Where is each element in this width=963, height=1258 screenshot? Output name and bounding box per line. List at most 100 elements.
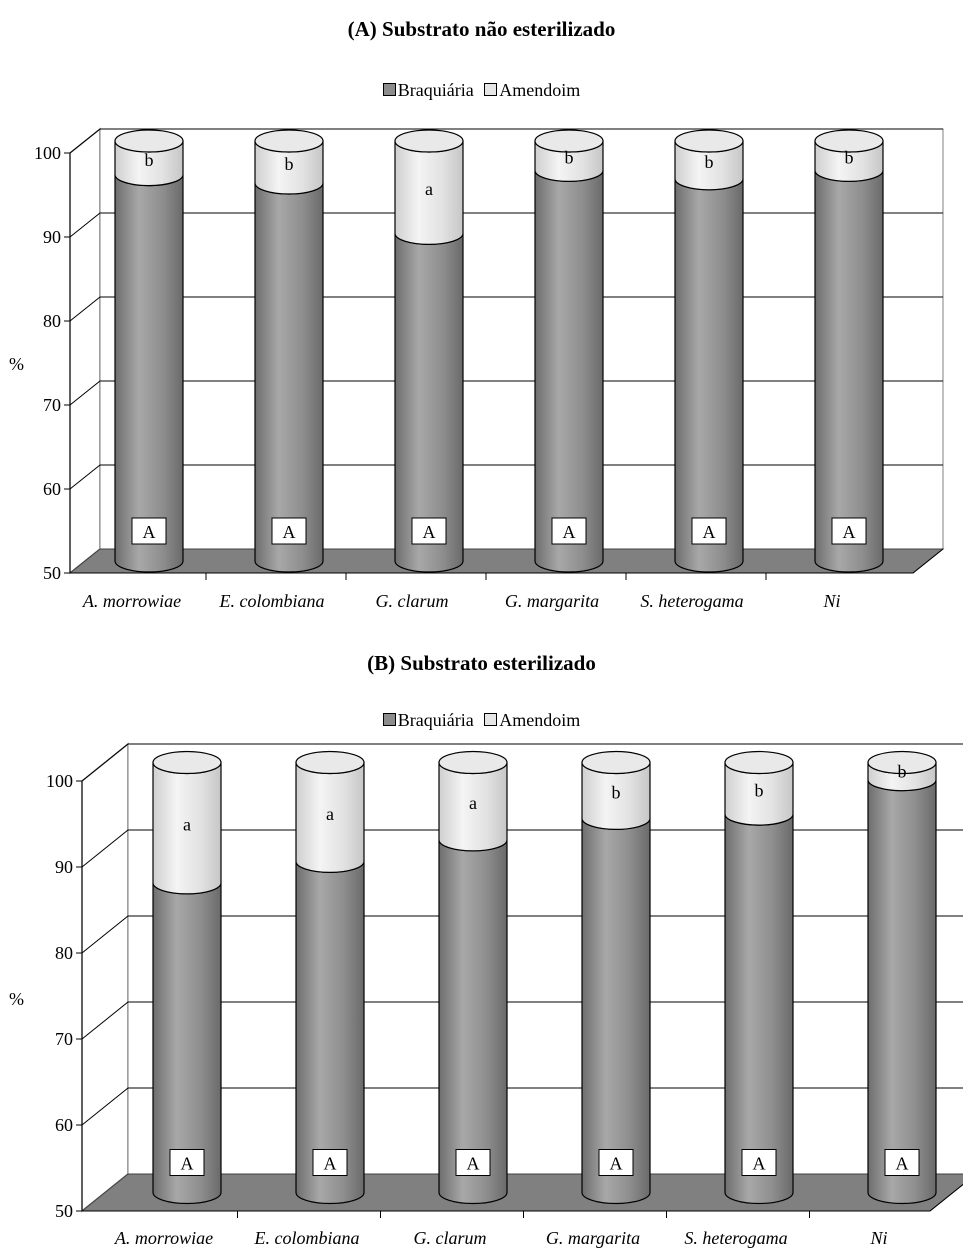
braquiaria-label-box [831, 517, 867, 545]
bar-top-cap [581, 750, 651, 775]
braquiaria-data-label: A [324, 1154, 337, 1174]
legend-swatch-braquiaria [382, 83, 396, 97]
braquiaria-label-box [691, 517, 727, 545]
gridline [69, 380, 943, 406]
x-tick-label: A. morrowiae [82, 591, 181, 611]
gridline [81, 1001, 963, 1040]
x-tick-label: G. clarum [376, 591, 449, 611]
bar-top-cap [438, 750, 508, 775]
y-tick-label: 60 [55, 1115, 73, 1135]
x-tick-label: S. heterogama [684, 1228, 787, 1248]
braquiaria-label-box [131, 517, 167, 545]
x-tick-label: G. margarita [546, 1228, 640, 1248]
bar-braquiaria [814, 170, 884, 573]
amendoim-data-label: a [183, 815, 191, 835]
braquiaria-label-box [271, 517, 307, 545]
amendoim-data-label: b [755, 780, 764, 800]
legend-swatch-amendoim [484, 83, 498, 97]
amendoim-data-label: b [845, 148, 854, 168]
braquiaria-label-box [884, 1149, 920, 1176]
braquiaria-label-box [455, 1149, 491, 1176]
chart-plot-b: 50 60 70 80 90 100 a A A. morrowiae a A E. colombia… [46, 742, 963, 1248]
y-tick-label: 80 [55, 943, 73, 963]
amendoim-data-label: a [425, 179, 433, 199]
bar-top-cap [394, 129, 464, 153]
braquiaria-data-label: A [563, 522, 576, 542]
y-tick-label: 90 [43, 227, 61, 247]
gridline [69, 296, 943, 322]
chart-plot-a: 50 60 70 80 90 100 b A A. morrowiae b A E. colombia… [34, 127, 945, 611]
x-tick-label: E. colombiana [254, 1228, 360, 1248]
braquiaria-data-label: A [467, 1154, 480, 1174]
y-tick-label: 90 [55, 857, 73, 877]
y-tick-label: 100 [46, 771, 73, 791]
braquiaria-label-box [598, 1149, 634, 1176]
bar-braquiaria [581, 818, 651, 1205]
bar-braquiaria [438, 839, 508, 1205]
braquiaria-label-box [741, 1149, 777, 1176]
bar-braquiaria [254, 182, 324, 573]
left-wall [69, 127, 101, 575]
braquiaria-data-label: A [283, 522, 296, 542]
amendoim-data-label: b [565, 148, 574, 168]
amendoim-data-label: b [612, 782, 621, 802]
legend-item-braquiaria: Braquiária [382, 710, 474, 731]
bar-braquiaria [114, 174, 184, 573]
bar-top-cap [534, 129, 604, 153]
legend-swatch-braquiaria [382, 713, 396, 727]
floor-edge [929, 1183, 963, 1212]
legend-item-braquiaria: Braquiária [382, 80, 474, 101]
y-tick-label: 100 [34, 143, 61, 163]
x-tick-label: E. colombiana [219, 591, 325, 611]
legend-label-braquiaria: Braquiária [397, 80, 474, 100]
braquiaria-label-box [169, 1149, 205, 1176]
y-tick-label: 50 [55, 1201, 73, 1221]
bar-top-cap [295, 750, 365, 775]
x-tick-label: Ni [822, 591, 840, 611]
legend-label-amendoim: Amendoim [499, 710, 581, 730]
amendoim-data-label: b [145, 150, 154, 170]
bar-top-cap [867, 750, 937, 775]
left-wall [81, 742, 129, 1213]
bar-top-cap [152, 750, 222, 775]
legend: Braquiária Amendoim [0, 710, 963, 731]
legend-item-amendoim: Amendoim [484, 80, 580, 101]
y-tick-label: 70 [43, 395, 61, 415]
gridline [81, 743, 963, 782]
braquiaria-label-box [411, 517, 447, 545]
bar-braquiaria [867, 779, 937, 1205]
braquiaria-data-label: A [896, 1154, 909, 1174]
bar-braquiaria [724, 814, 794, 1205]
legend-swatch-amendoim [484, 713, 498, 727]
y-tick-label: 70 [55, 1029, 73, 1049]
braquiaria-data-label: A [610, 1154, 623, 1174]
legend: Braquiária Amendoim [0, 80, 963, 101]
x-tick-label: Ni [869, 1228, 887, 1248]
amendoim-data-label: a [326, 804, 334, 824]
gridline [69, 212, 943, 238]
y-tick-label: 50 [43, 563, 61, 583]
braquiaria-data-label: A [181, 1154, 194, 1174]
y-tick-label: 80 [43, 311, 61, 331]
amendoim-data-label: b [705, 152, 714, 172]
chart-title: (A) Substrato não esterilizado [347, 17, 616, 41]
braquiaria-data-label: A [703, 522, 716, 542]
braquiaria-label-box [551, 517, 587, 545]
floor [68, 548, 945, 574]
bar-top-cap [254, 129, 324, 153]
x-tick-label: G. clarum [414, 1228, 487, 1248]
braquiaria-data-label: A [753, 1154, 766, 1174]
legend-item-amendoim: Amendoim [484, 710, 580, 731]
y-axis-label: % [9, 989, 24, 1009]
bar-top-cap [114, 129, 184, 153]
x-tick-label: G. margarita [505, 591, 599, 611]
y-axis-label: % [9, 354, 24, 374]
x-tick-label: A. morrowiae [114, 1228, 213, 1248]
gridline [81, 829, 963, 868]
floor-edge [912, 548, 944, 574]
amendoim-data-label: b [285, 154, 294, 174]
braquiaria-data-label: A [843, 522, 856, 542]
amendoim-data-label: a [469, 793, 477, 813]
chart-title: (B) Substrato esterilizado [367, 651, 596, 675]
gridline [81, 1087, 963, 1126]
